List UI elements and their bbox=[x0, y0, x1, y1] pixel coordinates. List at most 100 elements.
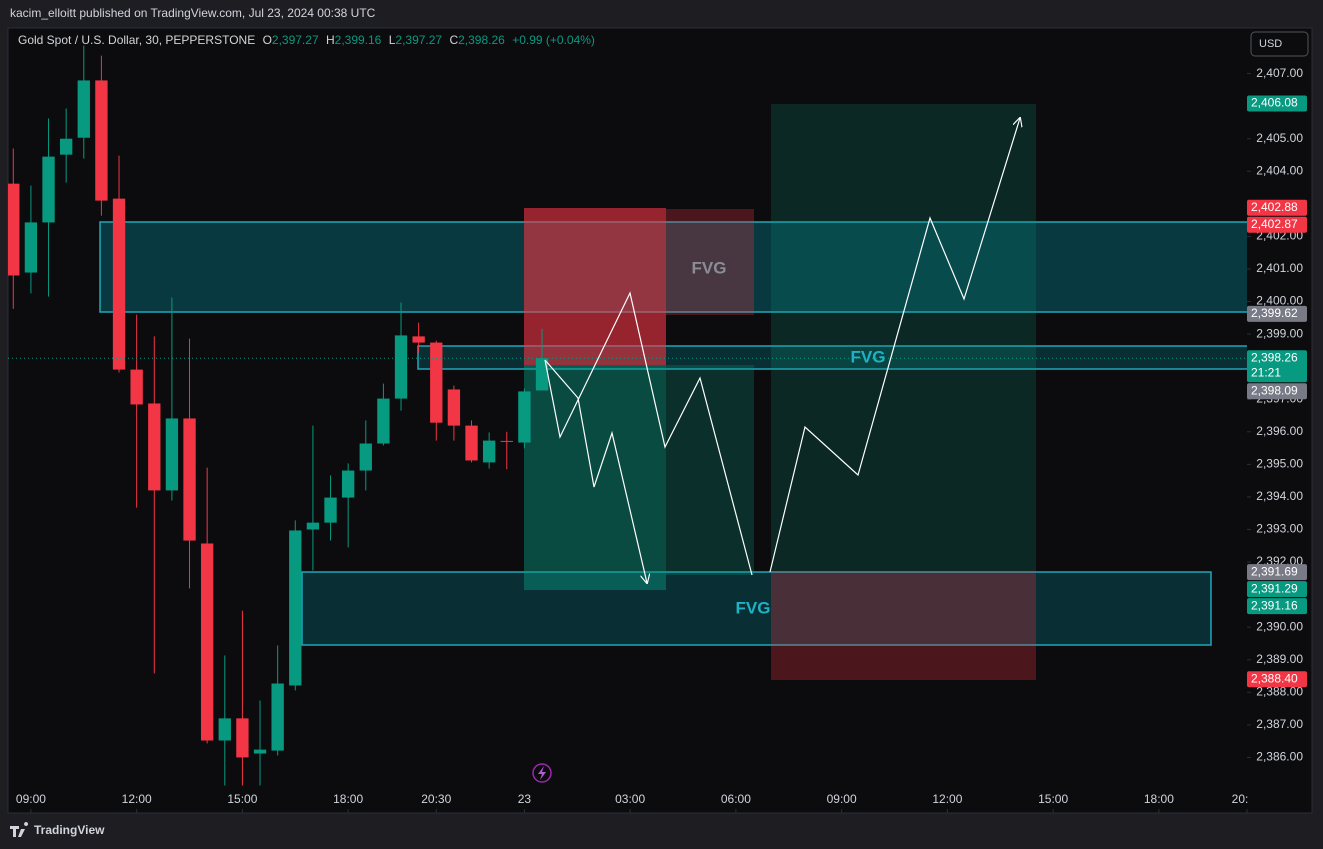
event-icon-bolt bbox=[538, 766, 546, 780]
legend-value: 2,398.26 bbox=[458, 33, 505, 47]
candle-body bbox=[447, 389, 461, 426]
price-badge-label: 2,391.16 bbox=[1251, 598, 1298, 612]
y-tick-label: 2,394.00 bbox=[1256, 489, 1303, 503]
price-badge-label: 2,388.40 bbox=[1251, 671, 1298, 685]
fvg-label: FVG bbox=[692, 258, 727, 277]
legend-key: L bbox=[389, 33, 396, 47]
candle-body bbox=[130, 369, 143, 405]
candle-body bbox=[183, 418, 196, 541]
price-badge bbox=[1247, 199, 1307, 216]
currency-button[interactable]: USD bbox=[1250, 31, 1309, 57]
price-badge bbox=[1247, 671, 1307, 688]
y-tick-label: 2,393.00 bbox=[1256, 522, 1303, 536]
stop-zone bbox=[771, 572, 1036, 680]
projection-path bbox=[544, 291, 753, 576]
price-badge bbox=[1247, 564, 1307, 581]
candles bbox=[8, 45, 1247, 786]
price-badge-countdown: 21:21 bbox=[1251, 365, 1281, 379]
candle-body bbox=[77, 80, 90, 138]
y-tick-label: 2,386.00 bbox=[1256, 750, 1303, 764]
event-icon[interactable] bbox=[532, 763, 552, 783]
fvg-label: FVG bbox=[736, 598, 771, 617]
y-tick-label: 2,400.00 bbox=[1256, 294, 1303, 308]
candle-body bbox=[306, 522, 320, 530]
candle-body bbox=[271, 683, 284, 751]
candle-body bbox=[8, 183, 20, 276]
x-tick-label: 09:00 bbox=[827, 792, 857, 806]
price-badge bbox=[1247, 350, 1307, 383]
x-tick-label: 15:00 bbox=[227, 792, 257, 806]
target-zone bbox=[666, 365, 754, 575]
y-tick-label: 2,399.00 bbox=[1256, 326, 1303, 340]
price-badge bbox=[1247, 581, 1307, 598]
legend-key: O bbox=[263, 33, 272, 47]
candle-body bbox=[482, 440, 496, 463]
price-badge-label: 2,406.08 bbox=[1251, 96, 1298, 110]
target-zone bbox=[524, 365, 666, 590]
legend-value: 2,399.16 bbox=[335, 33, 382, 47]
candle-body bbox=[500, 440, 513, 442]
x-tick-label: 12:00 bbox=[932, 792, 962, 806]
logo-mark bbox=[10, 822, 29, 837]
legend: Gold Spot / U.S. Dollar, 30, PEPPERSTONE… bbox=[18, 33, 595, 47]
candle-body bbox=[535, 358, 549, 391]
projection-path bbox=[769, 118, 1020, 573]
fvg-label: FVG bbox=[851, 347, 886, 366]
y-tick-label: 2,407.00 bbox=[1256, 66, 1303, 80]
x-tick-label: 20: bbox=[1232, 792, 1249, 806]
fvg-zone bbox=[99, 221, 1247, 313]
x-tick-label: 20:30 bbox=[421, 792, 451, 806]
price-badge-label: 2,391.69 bbox=[1251, 564, 1298, 578]
price-badge-label: 2,402.87 bbox=[1251, 217, 1298, 231]
x-tick-label: 15:00 bbox=[1038, 792, 1068, 806]
axes: 2,386.00 2,387.00 2,388.00 2,389.00 2,390.00… bbox=[16, 66, 1303, 813]
legend-symbol: Gold Spot / U.S. Dollar, 30, PEPPERSTONE bbox=[18, 33, 255, 47]
candle-body bbox=[324, 497, 337, 523]
stop-zone bbox=[666, 209, 754, 315]
candle-body bbox=[218, 718, 231, 741]
candle-body bbox=[200, 543, 214, 741]
candle-body bbox=[59, 138, 73, 155]
chart-pane bbox=[7, 27, 1313, 814]
candle-body bbox=[377, 398, 390, 444]
candle-body bbox=[148, 403, 161, 491]
candle-body bbox=[289, 530, 302, 686]
projection-path bbox=[544, 359, 647, 583]
price-badge-label: 2,402.88 bbox=[1251, 200, 1298, 214]
price-badge-label: 2,391.29 bbox=[1251, 581, 1298, 595]
target-zone bbox=[771, 104, 1036, 572]
candle-body bbox=[412, 336, 425, 343]
legend-key: C bbox=[449, 33, 458, 47]
candle-body bbox=[341, 470, 355, 498]
price-badge-label: 2,398.26 bbox=[1251, 350, 1298, 364]
footer-logo: TradingView bbox=[10, 822, 105, 837]
currency-button-frame[interactable] bbox=[1250, 31, 1309, 57]
publish-header: kacim_elloitt published on TradingView.c… bbox=[10, 6, 376, 20]
y-tick-label: 2,395.00 bbox=[1256, 457, 1303, 471]
price-badge bbox=[1247, 383, 1307, 400]
candle-body bbox=[112, 198, 126, 370]
x-tick-label: 23 bbox=[518, 792, 532, 806]
x-tick-label: 09:00 bbox=[16, 792, 46, 806]
projection-paths: FVG FVG FVG bbox=[544, 118, 1020, 617]
stop-zone bbox=[524, 208, 666, 365]
candle-body bbox=[359, 443, 372, 471]
candle-body bbox=[95, 80, 108, 201]
candle-body bbox=[394, 335, 408, 399]
x-tick-label: 06:00 bbox=[721, 792, 751, 806]
x-tick-label: 18:00 bbox=[333, 792, 363, 806]
candle-body bbox=[42, 156, 55, 223]
y-tick-label: 2,396.00 bbox=[1256, 424, 1303, 438]
legend-change: +0.99 (+0.04%) bbox=[512, 33, 595, 47]
fvg-zone bbox=[301, 571, 1212, 646]
drawings bbox=[99, 104, 1247, 680]
price-badge-label: 2,398.09 bbox=[1251, 383, 1298, 397]
currency-button-label[interactable]: USD bbox=[1259, 38, 1282, 50]
candle-body bbox=[518, 391, 531, 443]
y-tick-label: 2,388.00 bbox=[1256, 684, 1303, 698]
legend-value: 2,397.27 bbox=[272, 33, 319, 47]
candle-body bbox=[465, 425, 478, 461]
candle-body bbox=[24, 222, 38, 273]
y-tick-label: 2,405.00 bbox=[1256, 131, 1303, 145]
y-tick-label: 2,387.00 bbox=[1256, 717, 1303, 731]
